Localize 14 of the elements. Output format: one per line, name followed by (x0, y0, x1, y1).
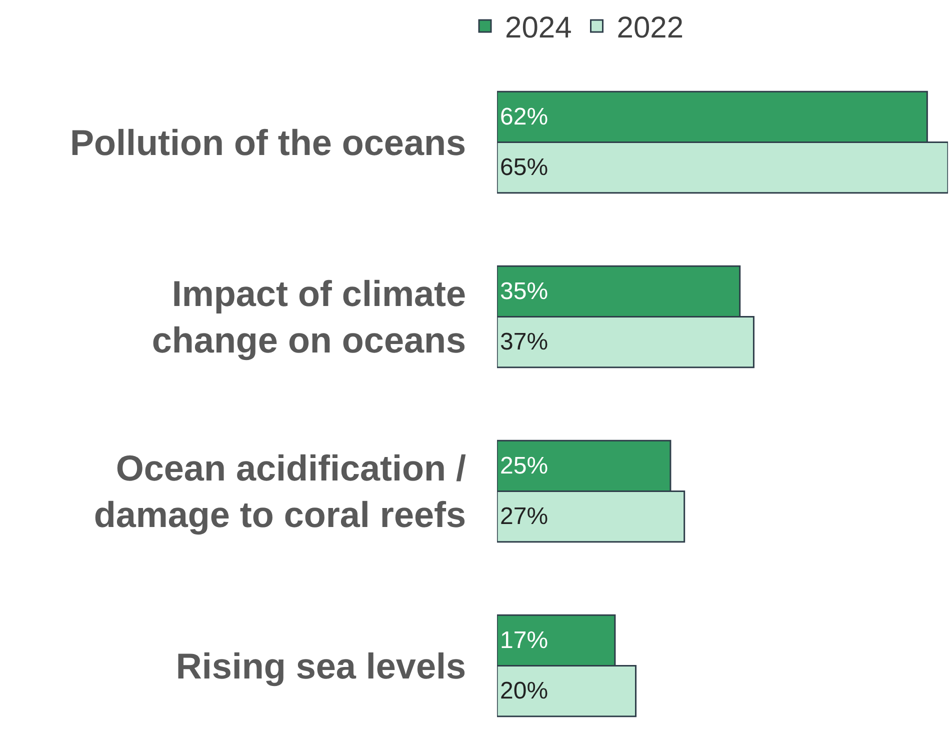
legend-label: 2024 (505, 12, 572, 45)
data-label: 20% (500, 678, 548, 705)
y-tick-label: Ocean acidification / damage to coral reefs (94, 447, 466, 536)
data-label: 17% (500, 626, 548, 654)
data-label: 37% (500, 328, 548, 356)
data-label: 35% (500, 278, 548, 305)
y-tick-label: Pollution of the oceans (70, 122, 466, 163)
data-label: 25% (500, 452, 548, 480)
legend-label: 2022 (616, 12, 684, 45)
data-label: 27% (500, 503, 548, 530)
data-label: 65% (500, 154, 548, 182)
y-tick-label: Rising sea levels (176, 645, 466, 686)
y-tick-label: Impact of climate change on oceans (152, 272, 466, 361)
data-label: 62% (500, 103, 548, 130)
